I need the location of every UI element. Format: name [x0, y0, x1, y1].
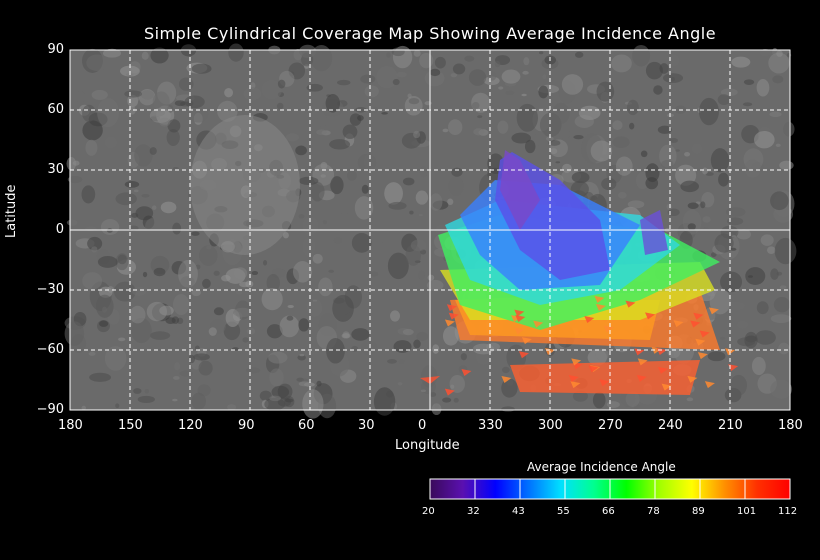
coverage-patch: [510, 360, 700, 395]
coverage-triangle: [673, 320, 684, 328]
coverage-triangle: [588, 365, 599, 373]
colorbar-tick-label: 43: [512, 506, 525, 517]
x-tick-label: 300: [538, 418, 563, 433]
coverage-triangle: [461, 368, 472, 376]
coverage-triangle: [708, 307, 719, 315]
x-tick-label: 120: [178, 418, 203, 433]
y-tick-label: −60: [36, 342, 64, 357]
colorbar-tick-label: 112: [778, 506, 798, 517]
x-tick-label: 240: [658, 418, 683, 433]
coverage-triangle: [595, 303, 606, 311]
coverage-triangle: [571, 358, 582, 366]
coverage-triangle: [514, 327, 525, 335]
y-tick-label: 30: [47, 162, 64, 177]
colorbar-tick-label: 89: [692, 506, 705, 517]
coverage-triangle: [444, 319, 455, 327]
x-tick-label: 60: [298, 418, 315, 433]
colorbar-tick-label: 66: [602, 506, 615, 517]
coverage-triangle: [446, 304, 457, 312]
y-tick-label: −30: [36, 282, 64, 297]
colorbar-title: Average Incidence Angle: [527, 460, 676, 474]
coverage-triangle: [645, 312, 656, 320]
coverage-triangle: [501, 376, 512, 384]
coverage-triangle: [704, 381, 715, 389]
coverage-triangle: [661, 383, 672, 391]
coverage-overlay: [420, 150, 739, 396]
colorbar-tick-label: 55: [557, 506, 570, 517]
y-axis-label: Latitude: [4, 184, 19, 238]
coverage-triangle: [687, 375, 698, 383]
x-tick-label: 330: [478, 418, 503, 433]
coverage-triangle: [533, 320, 544, 328]
coverage-triangle: [518, 351, 529, 359]
x-tick-label: 150: [118, 418, 143, 433]
coverage-triangle: [634, 348, 645, 356]
coverage-triangle: [594, 295, 605, 303]
coverage-triangle: [448, 312, 459, 320]
x-tick-label: 0: [418, 418, 427, 433]
x-tick-label: 270: [598, 418, 623, 433]
x-tick-label: 180: [58, 418, 83, 433]
colorbar: [429, 478, 791, 500]
coverage-triangle: [693, 312, 704, 320]
coverage-patch: [640, 210, 668, 255]
y-tick-label: 60: [47, 102, 64, 117]
y-tick-label: 0: [55, 222, 64, 237]
coverage-triangle: [657, 366, 668, 374]
y-tick-label: 90: [47, 42, 64, 57]
y-tick-label: −90: [36, 402, 64, 417]
plot-frame: [69, 49, 791, 411]
map-title: Simple Cylindrical Coverage Map Showing …: [143, 24, 717, 43]
coverage-triangle: [521, 337, 532, 345]
coverage-triangle: [637, 358, 648, 366]
coverage-triangle: [584, 316, 595, 324]
x-tick-label: 180: [778, 418, 803, 433]
grid-lines: [70, 50, 790, 410]
colorbar-tick-label: 20: [422, 506, 435, 517]
x-tick-label: 210: [718, 418, 743, 433]
coverage-triangle: [603, 325, 614, 333]
coverage-triangle: [444, 388, 455, 396]
coverage-triangle: [570, 381, 581, 389]
coverage-triangle: [690, 320, 701, 328]
colorbar-tick-label: 32: [467, 506, 480, 517]
coverage-triangle: [636, 374, 647, 382]
coverage-patch: [500, 150, 540, 230]
coverage-triangle: [568, 375, 579, 383]
coverage-triangle: [728, 364, 739, 372]
x-axis-label: Longitude: [395, 438, 460, 453]
coverage-triangle: [625, 300, 636, 308]
x-tick-label: 90: [238, 418, 255, 433]
colorbar-tick-label: 101: [737, 506, 757, 517]
colorbar-tick-label: 78: [647, 506, 660, 517]
coverage-triangle: [695, 338, 706, 346]
coverage-triangle: [599, 379, 610, 387]
coverage-triangle: [514, 309, 525, 317]
coverage-triangle: [697, 352, 708, 360]
coverage-triangle: [699, 330, 710, 338]
x-tick-label: 30: [358, 418, 375, 433]
coverage-triangle: [515, 314, 526, 322]
